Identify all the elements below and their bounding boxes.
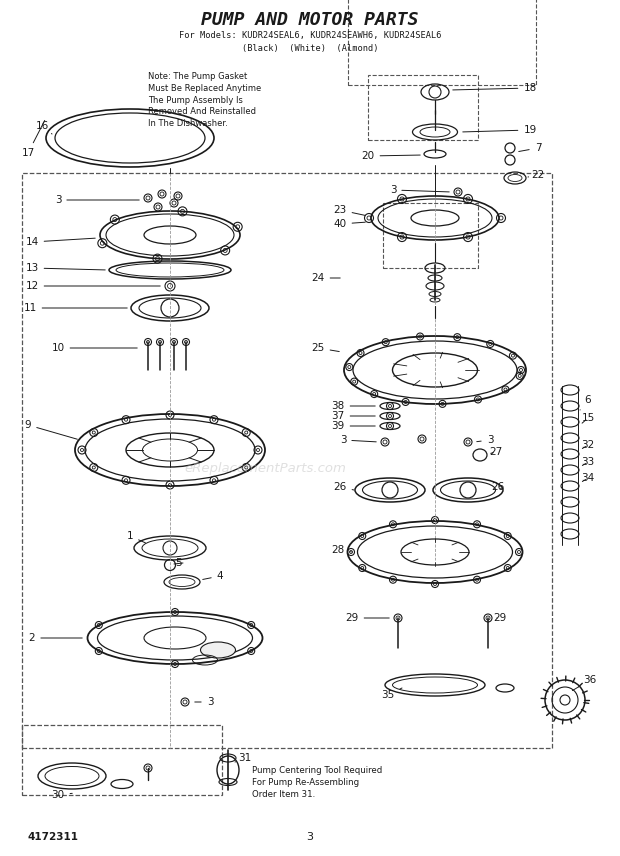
Text: 17: 17: [21, 121, 45, 158]
Bar: [368, 75, 478, 140]
Text: Pump Centering Tool Required
For Pump Re-Assembling
Order Item 31.: Pump Centering Tool Required For Pump Re…: [252, 766, 383, 799]
Text: 3: 3: [390, 185, 450, 195]
Text: 15: 15: [582, 413, 595, 423]
Text: 4: 4: [203, 571, 223, 581]
Text: 3: 3: [477, 435, 494, 445]
Text: 3: 3: [306, 832, 314, 842]
Text: 9: 9: [25, 420, 78, 439]
Text: 34: 34: [582, 473, 595, 483]
Text: 33: 33: [582, 457, 595, 467]
Text: 38: 38: [331, 401, 375, 411]
Text: 14: 14: [25, 237, 95, 247]
Text: 25: 25: [311, 343, 339, 353]
Text: 22: 22: [528, 170, 544, 180]
Text: 27: 27: [489, 447, 503, 457]
Text: 36: 36: [572, 675, 596, 691]
Text: 11: 11: [24, 303, 127, 313]
Text: PUMP AND MOTOR PARTS: PUMP AND MOTOR PARTS: [202, 11, 418, 29]
Text: 18: 18: [453, 83, 537, 93]
Text: 10: 10: [51, 343, 137, 353]
Text: 3: 3: [55, 195, 140, 205]
Text: 3: 3: [340, 435, 376, 445]
Text: 2: 2: [29, 633, 82, 643]
Text: 35: 35: [381, 688, 402, 700]
Text: eReplacementParts.com: eReplacementParts.com: [184, 461, 346, 474]
Text: 3: 3: [195, 697, 213, 707]
Text: 23: 23: [334, 205, 365, 216]
Text: 26: 26: [334, 482, 354, 492]
Text: 28: 28: [331, 545, 352, 555]
Text: 5: 5: [175, 558, 182, 568]
Text: 6: 6: [580, 395, 591, 410]
Ellipse shape: [200, 642, 236, 658]
Bar: [22, 173, 552, 748]
Text: 1: 1: [126, 531, 146, 543]
Text: 31: 31: [235, 753, 252, 763]
Text: 26: 26: [492, 482, 505, 492]
Text: 20: 20: [361, 151, 420, 161]
Text: 12: 12: [25, 281, 160, 291]
Text: 32: 32: [582, 440, 595, 450]
Text: 39: 39: [331, 421, 375, 431]
Text: 40: 40: [334, 219, 365, 229]
Text: Note: The Pump Gasket
Must Be Replaced Anytime
The Pump Assembly Is
Removed And : Note: The Pump Gasket Must Be Replaced A…: [148, 72, 261, 128]
Text: 30: 30: [51, 790, 73, 800]
Text: For Models: KUDR24SEAL6, KUDR24SEAWH6, KUDR24SEAL6: For Models: KUDR24SEAL6, KUDR24SEAWH6, K…: [179, 31, 441, 39]
Text: 29: 29: [494, 613, 507, 623]
Text: 19: 19: [463, 125, 537, 135]
Text: 13: 13: [25, 263, 105, 273]
Text: 16: 16: [35, 121, 52, 134]
Text: 4172311: 4172311: [28, 832, 79, 842]
Text: 7: 7: [519, 143, 541, 153]
Text: 37: 37: [331, 411, 375, 421]
Text: 29: 29: [345, 613, 389, 623]
Text: 24: 24: [311, 273, 340, 283]
Text: (Black)  (White)  (Almond): (Black) (White) (Almond): [242, 44, 378, 52]
Bar: [22, 725, 222, 795]
Bar: [383, 203, 478, 268]
Bar: [348, 0, 536, 85]
